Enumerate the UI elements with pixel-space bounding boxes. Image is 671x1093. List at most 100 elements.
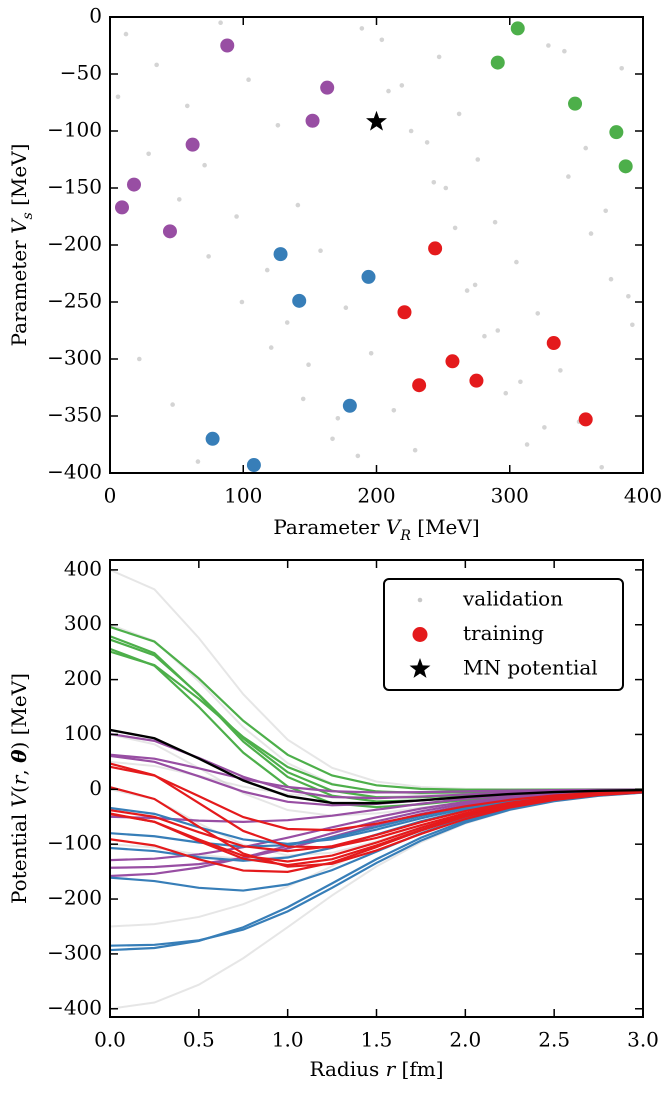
- validation-point: [202, 162, 207, 168]
- y-tick-label: −150: [47, 175, 102, 199]
- label-part: ) [MeV]: [7, 673, 31, 750]
- legend-box: [383, 578, 624, 691]
- label-part: Potential: [7, 807, 31, 904]
- label-part: ,: [7, 763, 31, 776]
- validation-point: [137, 356, 142, 362]
- x-tick-label: 100: [224, 484, 262, 508]
- validation-point: [456, 111, 462, 117]
- validation-point: [535, 311, 541, 316]
- validation-point: [424, 140, 430, 145]
- validation-point: [306, 362, 311, 368]
- legend-marker: [417, 597, 423, 603]
- training-line: [109, 765, 644, 832]
- validation-point: [542, 425, 547, 430]
- validation-point: [154, 62, 159, 68]
- validation-point: [284, 320, 290, 325]
- y-tick-label: −400: [47, 995, 102, 1019]
- label-part: r: [386, 1057, 397, 1081]
- legend-marker: [412, 627, 428, 642]
- validation-point: [146, 151, 151, 157]
- validation-point: [630, 322, 635, 328]
- validation-point: [399, 83, 405, 88]
- label-part: s: [20, 212, 36, 219]
- y-tick-label: 0: [89, 776, 102, 800]
- plot-frame: [109, 16, 644, 474]
- validation-point: [264, 267, 270, 273]
- label-part: (: [7, 785, 31, 793]
- x-tick-label: 0.5: [183, 1028, 215, 1052]
- validation-point: [184, 103, 190, 109]
- y-tick-label: −300: [47, 346, 102, 370]
- legend-label: training: [463, 621, 544, 645]
- validation-point: [170, 402, 175, 407]
- y-tick-label: −50: [60, 61, 102, 85]
- validation-point: [514, 259, 519, 265]
- training-point: [246, 458, 261, 473]
- validation-point: [599, 465, 604, 470]
- validation-point: [206, 254, 211, 259]
- label-part: [MeV]: [7, 144, 31, 213]
- validation-point: [386, 88, 391, 94]
- validation-point: [562, 48, 567, 54]
- y-tick-label: −200: [47, 886, 102, 910]
- training-point: [469, 373, 484, 388]
- validation-point: [176, 197, 182, 202]
- legend-label: validation: [462, 587, 563, 611]
- training-point: [305, 113, 320, 128]
- validation-point: [123, 31, 129, 37]
- training-point: [292, 293, 307, 308]
- training-line: [109, 786, 644, 868]
- legend-marker: [409, 658, 431, 678]
- training-point: [320, 80, 335, 95]
- y-tick-label: 200: [64, 666, 102, 690]
- training-point: [578, 412, 593, 427]
- training-point: [445, 354, 460, 369]
- validation-point: [608, 276, 614, 282]
- y-tick-label: −350: [47, 403, 102, 427]
- y-tick-label: −400: [47, 460, 102, 484]
- training-point: [273, 247, 288, 262]
- validation-point: [436, 54, 442, 60]
- x-tick-label: 0.0: [94, 1028, 126, 1052]
- x-tick-label: 2.5: [538, 1028, 570, 1052]
- validation-point: [464, 288, 470, 293]
- label-part: Parameter: [273, 515, 386, 539]
- y-tick-label: 300: [64, 611, 102, 635]
- training-point: [397, 305, 412, 320]
- training-point: [609, 125, 624, 140]
- label-part: V: [7, 217, 31, 234]
- y-tick-label: −100: [47, 118, 102, 142]
- validation-point: [359, 26, 365, 31]
- label-part: R: [399, 528, 411, 544]
- validation-point: [268, 345, 274, 350]
- validation-point: [195, 459, 201, 464]
- validation-point: [239, 299, 245, 305]
- validation-point: [408, 128, 414, 134]
- y-axis-label: Parameter Vs [MeV]: [7, 144, 37, 347]
- validation-point: [472, 282, 478, 288]
- validation-point: [583, 145, 589, 151]
- x-tick-label: 300: [491, 484, 529, 508]
- validation-point: [115, 94, 121, 100]
- validation-point: [503, 390, 509, 396]
- training-point: [546, 336, 561, 351]
- validation-point: [566, 174, 571, 179]
- training-point: [412, 378, 427, 393]
- training-point: [428, 241, 443, 256]
- y-tick-label: 0: [89, 4, 102, 28]
- validation-point: [300, 396, 306, 402]
- training-point: [205, 431, 220, 446]
- label-part: Radius: [309, 1057, 385, 1081]
- validation-point: [355, 453, 361, 459]
- training-point: [126, 177, 141, 192]
- validation-point: [295, 202, 301, 208]
- validation-point: [343, 305, 349, 311]
- y-tick-label: 100: [64, 721, 102, 745]
- y-tick-label: −100: [47, 831, 102, 855]
- validation-point: [330, 436, 335, 442]
- validation-point: [368, 351, 374, 356]
- validation-point: [452, 225, 458, 231]
- training-point: [618, 159, 633, 174]
- label-part: Parameter: [7, 234, 31, 347]
